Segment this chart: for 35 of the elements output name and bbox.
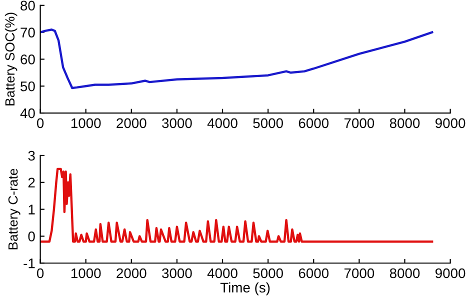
y-axis-title: Battery C-rate (8, 168, 20, 250)
x-tick-label: 4000 (207, 268, 238, 278)
x-tick-label: 2000 (116, 268, 146, 278)
x-tick-label: 3000 (162, 118, 192, 128)
x-tick-label: 7000 (344, 268, 374, 278)
y-tick-label: 0 (28, 232, 35, 242)
y-tick-label: 60 (20, 54, 35, 64)
x-tick-label: 9000 (436, 118, 466, 128)
x-tick-label: 4000 (207, 118, 238, 128)
y-tick-label: -1 (24, 258, 35, 268)
x-tick-label: 2000 (116, 118, 146, 128)
x-tick-label: 3000 (162, 268, 192, 278)
x-tick-label: 7000 (344, 118, 374, 128)
line-series (40, 168, 434, 243)
y-tick-label: 50 (20, 81, 35, 92)
y-tick-label: 1 (28, 204, 35, 214)
y-tick-label: 3 (28, 150, 35, 161)
x-tick-label: 0 (36, 118, 44, 128)
y-tick-label: 40 (20, 108, 35, 118)
x-tick-label: 6000 (298, 118, 329, 128)
x-tick-label: 5000 (253, 118, 283, 128)
y-axis-title: Battery SOC(%) (4, 12, 18, 106)
x-tick-label: 5000 (253, 268, 283, 278)
x-tick-label: 8000 (390, 118, 420, 128)
x-tick-label: 1000 (71, 118, 101, 128)
x-tick-label: 0 (36, 268, 44, 278)
x-tick-label: 1000 (71, 268, 101, 278)
y-tick-label: 80 (20, 0, 35, 11)
x-tick-label: 9000 (436, 268, 466, 278)
y-tick-label: 70 (20, 28, 35, 38)
x-tick-label: 8000 (390, 268, 420, 278)
y-tick-label: 2 (28, 178, 35, 188)
x-axis-title: Time (s) (220, 282, 270, 296)
line-series (40, 28, 434, 90)
x-tick-label: 6000 (298, 268, 329, 278)
